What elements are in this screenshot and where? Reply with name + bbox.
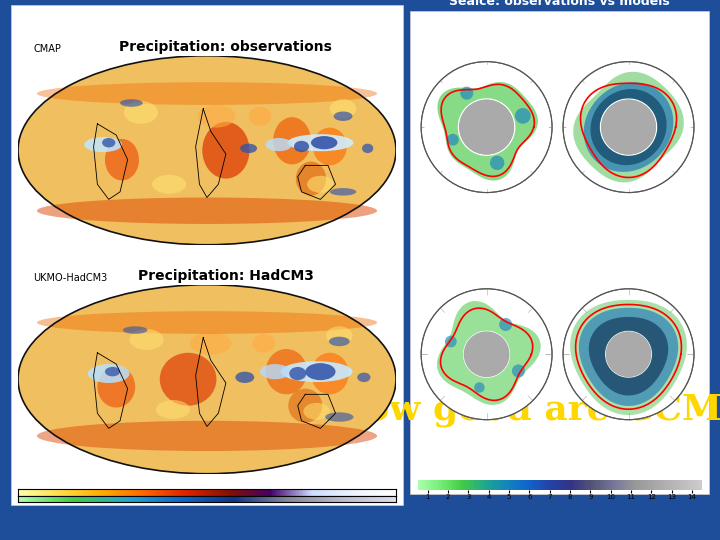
Circle shape xyxy=(459,99,514,154)
Circle shape xyxy=(464,332,510,377)
Ellipse shape xyxy=(202,122,250,179)
Ellipse shape xyxy=(37,82,377,105)
Ellipse shape xyxy=(105,367,120,376)
Ellipse shape xyxy=(325,413,354,422)
Circle shape xyxy=(421,62,552,193)
Ellipse shape xyxy=(124,101,158,124)
Ellipse shape xyxy=(313,127,347,165)
Circle shape xyxy=(570,295,688,413)
Ellipse shape xyxy=(190,332,232,355)
Ellipse shape xyxy=(288,389,323,423)
Ellipse shape xyxy=(266,138,292,151)
Polygon shape xyxy=(570,300,687,415)
Ellipse shape xyxy=(303,403,330,420)
Circle shape xyxy=(474,382,485,393)
Circle shape xyxy=(445,336,456,347)
Text: How good are GCMs?: How good are GCMs? xyxy=(331,392,720,427)
Ellipse shape xyxy=(123,326,148,334)
Ellipse shape xyxy=(37,421,377,451)
Circle shape xyxy=(459,99,514,154)
Ellipse shape xyxy=(311,136,338,149)
Text: UKMO-HadCM3: UKMO-HadCM3 xyxy=(33,273,107,283)
Circle shape xyxy=(421,289,552,420)
Circle shape xyxy=(563,62,694,193)
Ellipse shape xyxy=(248,107,271,126)
Ellipse shape xyxy=(102,138,115,147)
Circle shape xyxy=(515,108,531,124)
Ellipse shape xyxy=(97,366,135,408)
Ellipse shape xyxy=(84,137,122,152)
Ellipse shape xyxy=(105,139,139,180)
Ellipse shape xyxy=(37,198,377,224)
Ellipse shape xyxy=(307,176,333,193)
Ellipse shape xyxy=(362,144,374,153)
Ellipse shape xyxy=(88,364,130,383)
Ellipse shape xyxy=(240,144,257,153)
Ellipse shape xyxy=(281,361,353,382)
Ellipse shape xyxy=(330,188,356,195)
Polygon shape xyxy=(573,72,684,183)
Ellipse shape xyxy=(333,111,353,121)
Ellipse shape xyxy=(330,99,356,118)
Text: Precipitation: observations: Precipitation: observations xyxy=(120,40,333,54)
Ellipse shape xyxy=(289,367,306,380)
Ellipse shape xyxy=(120,99,143,107)
Ellipse shape xyxy=(235,372,254,383)
Ellipse shape xyxy=(311,353,348,394)
Ellipse shape xyxy=(156,400,190,419)
Ellipse shape xyxy=(18,56,396,245)
Circle shape xyxy=(428,295,546,413)
Polygon shape xyxy=(438,82,538,180)
Polygon shape xyxy=(579,308,678,406)
Ellipse shape xyxy=(197,105,235,127)
Circle shape xyxy=(424,65,549,189)
Circle shape xyxy=(601,99,656,154)
Circle shape xyxy=(567,65,690,189)
Ellipse shape xyxy=(18,285,396,474)
Polygon shape xyxy=(437,301,541,405)
Circle shape xyxy=(601,99,656,154)
Polygon shape xyxy=(590,89,667,165)
Circle shape xyxy=(606,332,652,377)
Ellipse shape xyxy=(287,134,354,151)
Circle shape xyxy=(447,134,459,146)
Circle shape xyxy=(563,289,694,420)
Ellipse shape xyxy=(266,349,307,394)
Ellipse shape xyxy=(294,141,309,152)
Ellipse shape xyxy=(326,326,353,345)
Circle shape xyxy=(490,156,505,170)
Ellipse shape xyxy=(305,363,336,380)
Ellipse shape xyxy=(296,161,326,195)
Ellipse shape xyxy=(329,337,350,346)
Ellipse shape xyxy=(152,175,186,194)
Circle shape xyxy=(499,318,512,331)
Bar xyxy=(410,11,709,494)
Circle shape xyxy=(512,364,525,377)
Text: (2) Precip and seaice: (2) Precip and seaice xyxy=(443,452,632,470)
Text: Seaice: observations vs models: Seaice: observations vs models xyxy=(449,0,670,8)
Polygon shape xyxy=(589,317,668,395)
Polygon shape xyxy=(584,82,673,172)
Bar xyxy=(11,5,403,505)
Ellipse shape xyxy=(260,364,290,379)
Text: Number of Models: Number of Models xyxy=(518,482,601,491)
Text: Precipitation: HadCM3: Precipitation: HadCM3 xyxy=(138,269,314,283)
Circle shape xyxy=(460,86,473,100)
Ellipse shape xyxy=(160,353,217,406)
Ellipse shape xyxy=(130,329,163,350)
Ellipse shape xyxy=(37,311,377,334)
Text: CMAP: CMAP xyxy=(33,44,61,54)
Ellipse shape xyxy=(253,334,275,353)
Ellipse shape xyxy=(357,373,371,382)
Ellipse shape xyxy=(273,117,311,164)
